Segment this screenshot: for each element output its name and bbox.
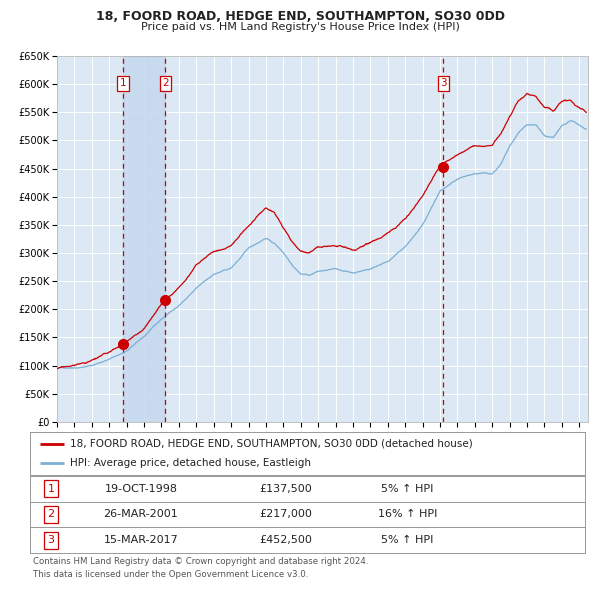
- Text: 3: 3: [47, 536, 55, 545]
- Text: 2: 2: [47, 510, 55, 519]
- Text: 5% ↑ HPI: 5% ↑ HPI: [381, 484, 434, 493]
- Text: 18, FOORD ROAD, HEDGE END, SOUTHAMPTON, SO30 0DD (detached house): 18, FOORD ROAD, HEDGE END, SOUTHAMPTON, …: [70, 439, 473, 449]
- Text: £452,500: £452,500: [259, 536, 312, 545]
- Text: 26-MAR-2001: 26-MAR-2001: [104, 510, 178, 519]
- Bar: [123, 56, 166, 422]
- Text: 18, FOORD ROAD, HEDGE END, SOUTHAMPTON, SO30 0DD: 18, FOORD ROAD, HEDGE END, SOUTHAMPTON, …: [95, 10, 505, 23]
- Text: 16% ↑ HPI: 16% ↑ HPI: [378, 510, 437, 519]
- Text: 15-MAR-2017: 15-MAR-2017: [104, 536, 178, 545]
- Text: 5% ↑ HPI: 5% ↑ HPI: [381, 536, 434, 545]
- Text: 2: 2: [162, 78, 169, 88]
- Text: 19-OCT-1998: 19-OCT-1998: [104, 484, 178, 493]
- Text: This data is licensed under the Open Government Licence v3.0.: This data is licensed under the Open Gov…: [33, 571, 308, 579]
- Text: £217,000: £217,000: [259, 510, 312, 519]
- Text: 1: 1: [120, 78, 127, 88]
- Text: 1: 1: [47, 484, 55, 493]
- Text: 3: 3: [440, 78, 447, 88]
- Text: Price paid vs. HM Land Registry's House Price Index (HPI): Price paid vs. HM Land Registry's House …: [140, 22, 460, 32]
- Text: £137,500: £137,500: [259, 484, 311, 493]
- Text: HPI: Average price, detached house, Eastleigh: HPI: Average price, detached house, East…: [70, 458, 311, 468]
- Text: Contains HM Land Registry data © Crown copyright and database right 2024.: Contains HM Land Registry data © Crown c…: [33, 558, 368, 566]
